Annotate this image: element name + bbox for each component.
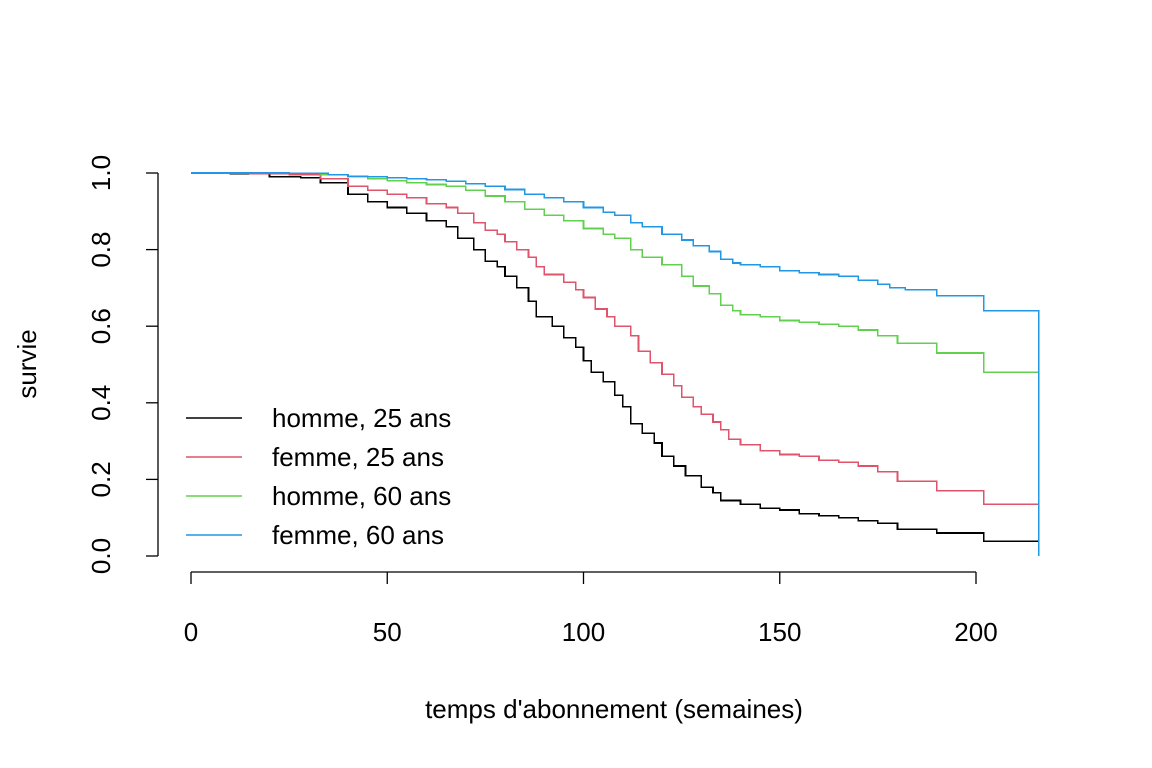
plot-area xyxy=(191,172,1040,556)
x-axis-title: temps d'abonnement (semaines) xyxy=(425,694,803,724)
x-tick-label-0: 0 xyxy=(184,617,198,647)
axes: 0 50 100 150 200 0.0 0.2 0.4 0.6 0.8 1.0 xyxy=(86,155,998,647)
y-tick-label-1: 0.2 xyxy=(86,461,116,497)
y-tick-label-4: 0.8 xyxy=(86,232,116,268)
legend-label-4: femme, 60 ans xyxy=(272,520,444,550)
series-line-3 xyxy=(191,172,1040,556)
legend-label-2: femme, 25 ans xyxy=(272,442,444,472)
x-tick-label-3: 150 xyxy=(758,617,801,647)
y-tick-label-2: 0.4 xyxy=(86,385,116,421)
legend-label-1: homme, 25 ans xyxy=(272,403,451,433)
y-tick-label-3: 0.6 xyxy=(86,308,116,344)
x-tick-label-4: 200 xyxy=(954,617,997,647)
x-tick-label-1: 50 xyxy=(373,617,402,647)
series-line-2 xyxy=(191,172,1040,556)
y-axis-title: survie xyxy=(12,329,42,398)
legend: homme, 25 ans femme, 25 ans homme, 60 ans f… xyxy=(186,403,451,550)
y-tick-label-0: 0.0 xyxy=(86,538,116,574)
y-tick-label-5: 1.0 xyxy=(86,155,116,191)
legend-label-3: homme, 60 ans xyxy=(272,481,451,511)
series-line-4 xyxy=(191,172,1040,556)
series-line-1 xyxy=(191,172,1040,556)
x-tick-label-2: 100 xyxy=(562,617,605,647)
